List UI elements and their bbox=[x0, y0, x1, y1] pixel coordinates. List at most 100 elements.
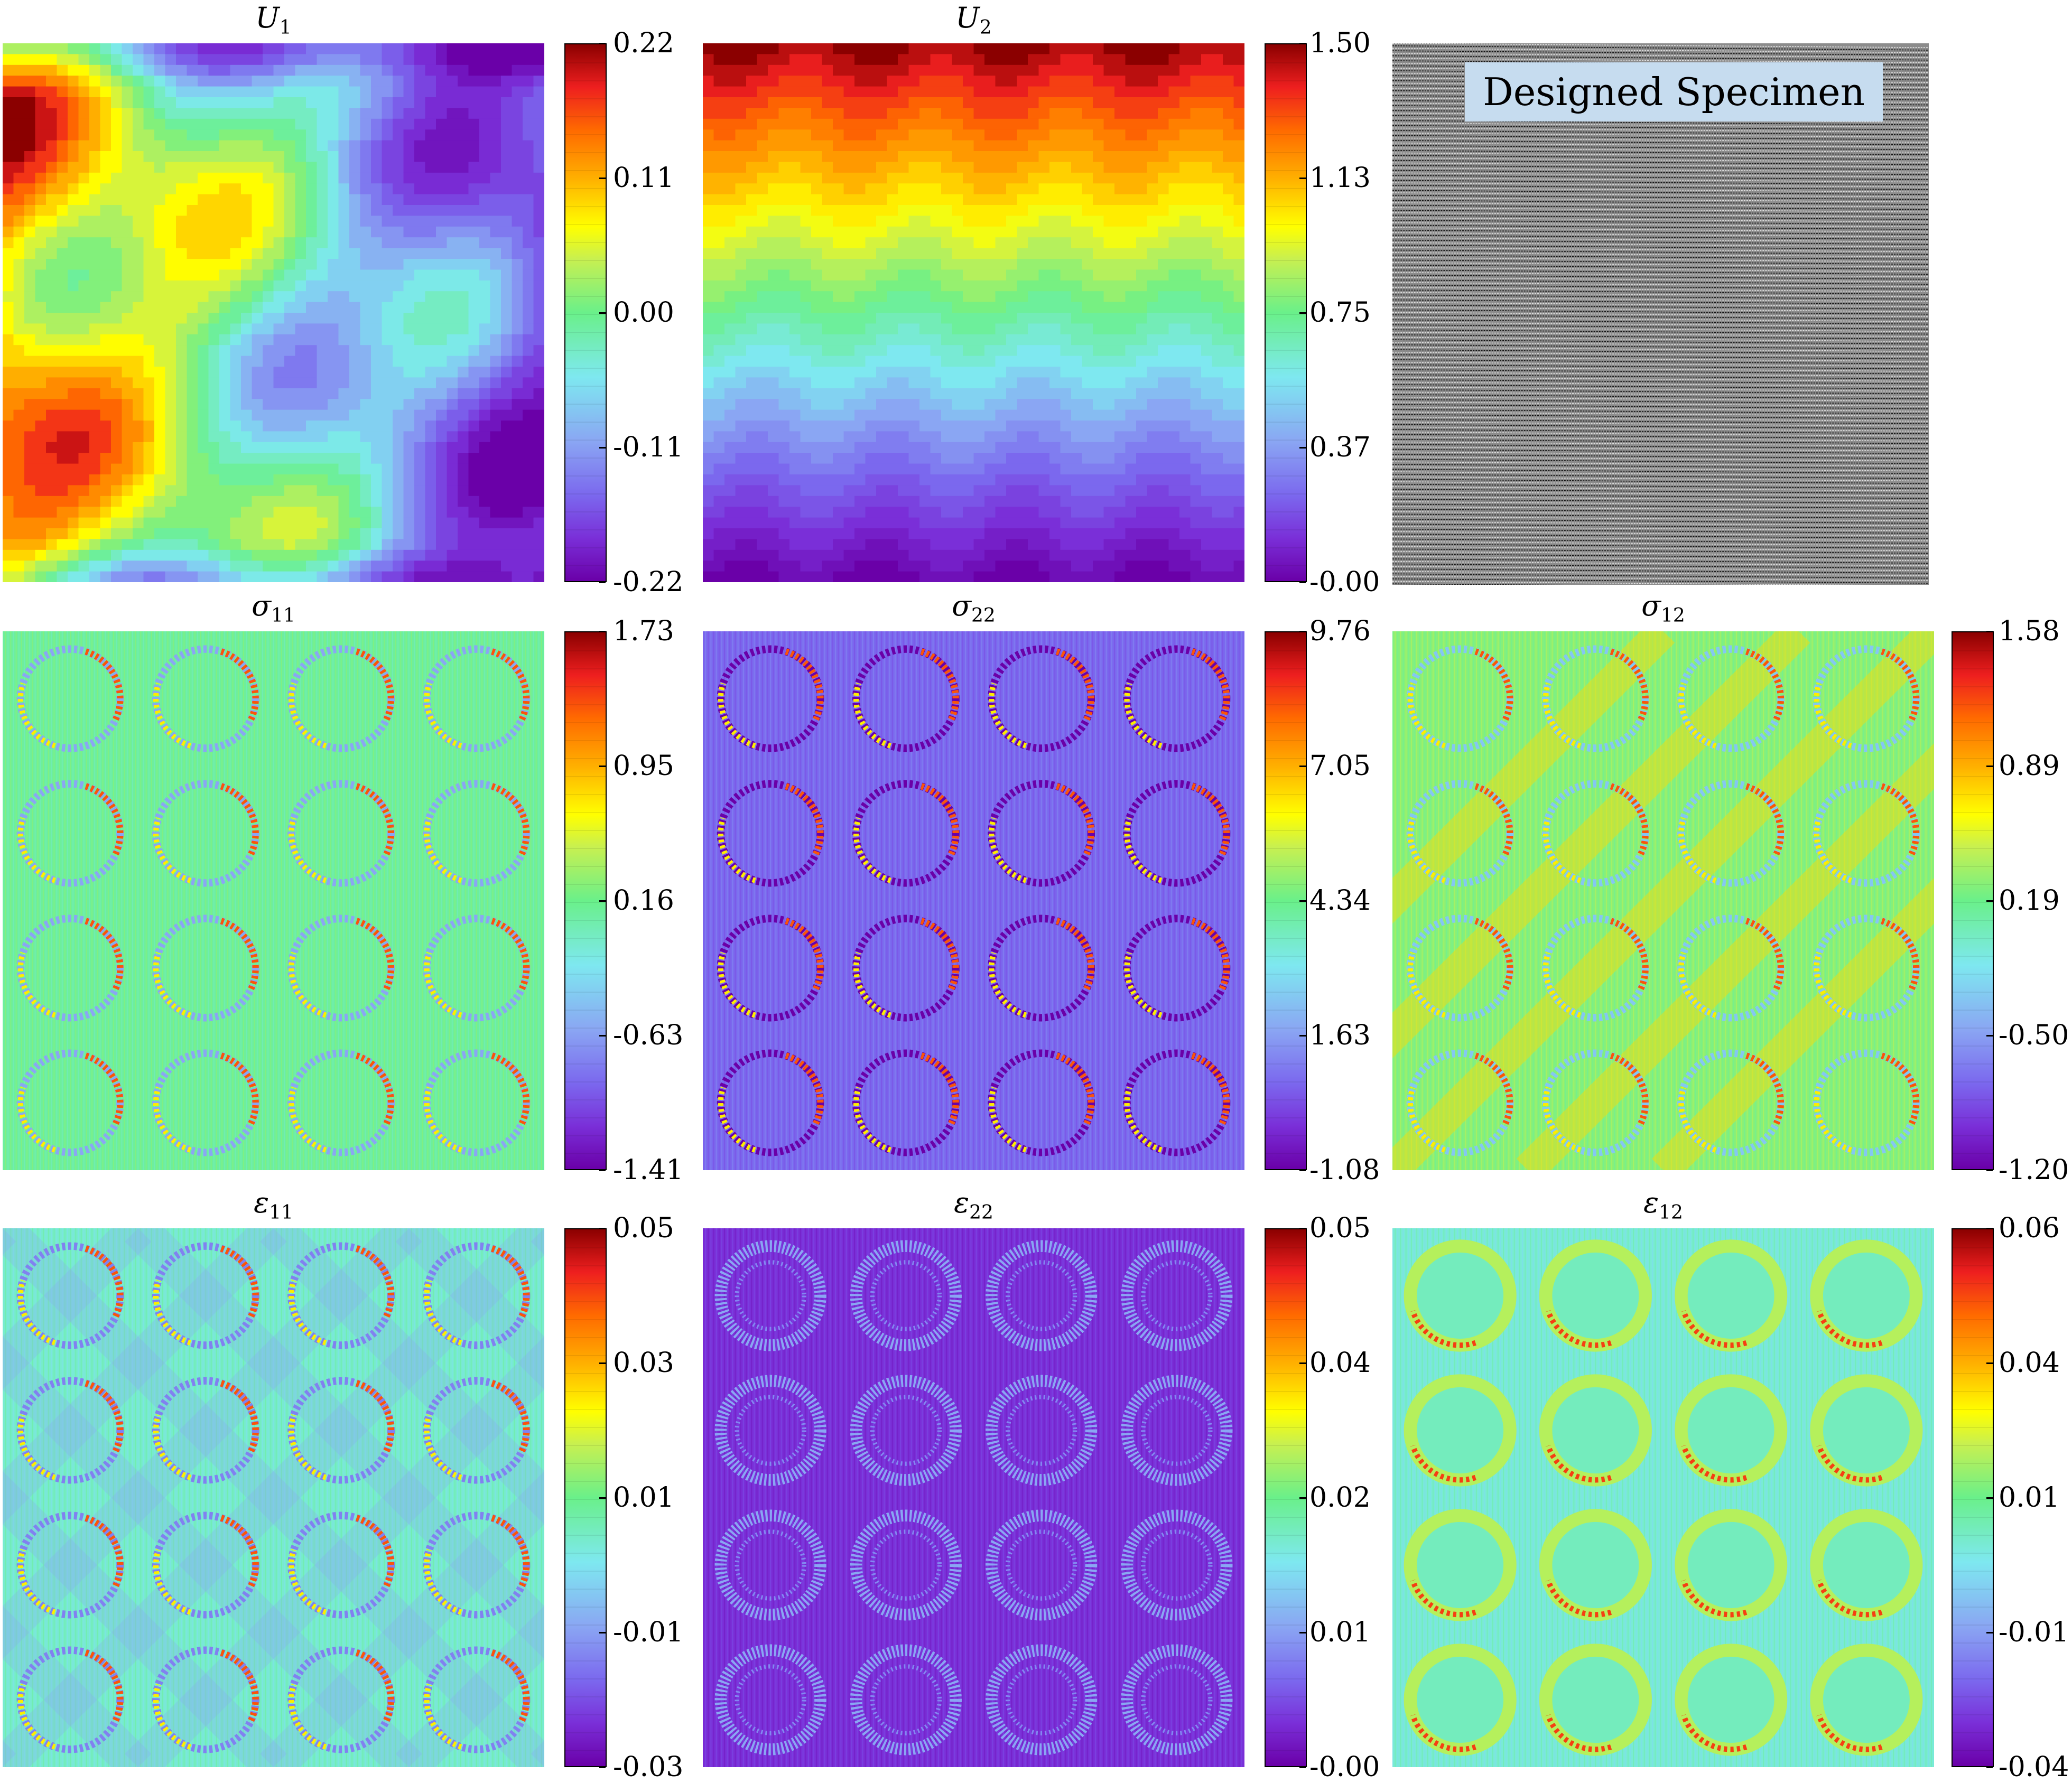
title-e11: ε11 bbox=[254, 1186, 293, 1224]
colorbar-tick-label-s22-3: 1.63 bbox=[1309, 1022, 1371, 1049]
colorbar-tick-U1-0 bbox=[599, 43, 606, 44]
field-plot-e22 bbox=[703, 1228, 1244, 1767]
field-plot-specimen bbox=[1392, 43, 1929, 585]
field-image-specimen bbox=[1392, 43, 1929, 585]
colorbar-tick-label-s11-2: 0.16 bbox=[613, 887, 674, 914]
colorbar-tick-s11-0 bbox=[599, 631, 606, 632]
title-symbol-s11: σ bbox=[252, 589, 271, 622]
field-image-U1 bbox=[3, 43, 544, 582]
title-symbol-s22: σ bbox=[952, 589, 971, 622]
colorbar-tick-label-e12-0: 0.06 bbox=[1999, 1215, 2060, 1242]
colorbar-tick-label-s11-3: -0.63 bbox=[613, 1022, 683, 1049]
colorbar-tick-label-e12-3: -0.01 bbox=[1999, 1619, 2069, 1646]
colorbar-tick-e22-3 bbox=[1299, 1632, 1306, 1633]
field-plot-s11 bbox=[3, 631, 544, 1170]
field-image-s11 bbox=[3, 631, 544, 1170]
field-image-s22 bbox=[703, 631, 1244, 1170]
colorbar-tick-e11-3 bbox=[599, 1632, 606, 1633]
colorbar-tick-U1-4 bbox=[599, 582, 606, 583]
colorbar-tick-label-s22-4: -1.08 bbox=[1309, 1156, 1380, 1184]
colorbar-tick-label-s12-4: -1.20 bbox=[1999, 1156, 2069, 1184]
colorbar-tick-s12-3 bbox=[1986, 1035, 1993, 1037]
colorbar-tick-label-U1-1: 0.11 bbox=[613, 164, 674, 192]
colorbar-tick-label-U1-2: 0.00 bbox=[613, 299, 674, 326]
colorbar-tick-U2-2 bbox=[1299, 312, 1306, 314]
colorbar-tick-label-s22-2: 4.34 bbox=[1309, 887, 1371, 914]
colorbar-tick-label-U1-4: -0.22 bbox=[613, 568, 683, 596]
field-image-e22 bbox=[703, 1228, 1244, 1767]
field-plot-U1 bbox=[3, 43, 544, 582]
title-s11: σ11 bbox=[252, 589, 295, 627]
title-subscript-e11: 11 bbox=[269, 1202, 293, 1224]
colorbar-tick-U1-3 bbox=[599, 447, 606, 449]
specimen-label: Designed Specimen bbox=[1465, 62, 1883, 122]
colorbar-tick-s11-3 bbox=[599, 1035, 606, 1037]
title-subscript-e22: 22 bbox=[969, 1202, 993, 1224]
colorbar-tick-e12-0 bbox=[1986, 1228, 1993, 1229]
colorbar-tick-label-s12-2: 0.19 bbox=[1999, 887, 2060, 914]
colorbar-tick-U2-4 bbox=[1299, 582, 1306, 583]
title-U2: U2 bbox=[955, 1, 991, 39]
colorbar-tick-label-s11-0: 1.73 bbox=[613, 618, 674, 645]
colorbar-tick-U1-2 bbox=[599, 312, 606, 314]
colorbar-tick-e12-4 bbox=[1986, 1767, 1993, 1768]
field-image-e12 bbox=[1392, 1228, 1934, 1767]
colorbar-tick-e11-1 bbox=[599, 1362, 606, 1364]
colorbar-tick-label-e11-1: 0.03 bbox=[613, 1349, 674, 1377]
colorbar-tick-label-U2-3: 0.37 bbox=[1309, 434, 1371, 461]
colorbar-tick-label-U2-4: -0.00 bbox=[1309, 568, 1380, 596]
colorbar-tick-e22-2 bbox=[1299, 1497, 1306, 1499]
title-subscript-U1: 1 bbox=[280, 17, 292, 39]
colorbar-tick-s12-2 bbox=[1986, 900, 1993, 902]
colorbar-tick-label-e12-2: 0.01 bbox=[1999, 1484, 2060, 1511]
field-plot-e12 bbox=[1392, 1228, 1934, 1767]
title-symbol-e12: ε bbox=[1643, 1186, 1659, 1219]
colorbar-tick-label-e12-4: -0.04 bbox=[1999, 1753, 2069, 1781]
colorbar-tick-label-U1-0: 0.22 bbox=[613, 30, 674, 57]
colorbar-tick-s12-1 bbox=[1986, 766, 1993, 767]
title-symbol-e11: ε bbox=[254, 1186, 269, 1219]
colorbar-tick-label-s11-1: 0.95 bbox=[613, 752, 674, 780]
title-e12: ε12 bbox=[1643, 1186, 1683, 1224]
field-plot-s22 bbox=[703, 631, 1244, 1170]
field-image-U2 bbox=[703, 43, 1244, 582]
colorbar-tick-label-U2-0: 1.50 bbox=[1309, 30, 1371, 57]
colorbar-tick-label-e22-4: -0.00 bbox=[1309, 1753, 1380, 1781]
title-s12: σ12 bbox=[1641, 589, 1685, 627]
colorbar-tick-e12-1 bbox=[1986, 1362, 1993, 1364]
colorbar-tick-label-s12-0: 1.58 bbox=[1999, 618, 2060, 645]
colorbar-tick-e11-2 bbox=[599, 1497, 606, 1499]
colorbar-tick-U2-0 bbox=[1299, 43, 1306, 44]
field-image-e11 bbox=[3, 1228, 544, 1767]
title-subscript-s11: 11 bbox=[271, 605, 295, 627]
colorbar-tick-label-U2-1: 1.13 bbox=[1309, 164, 1371, 192]
colorbar-tick-e12-2 bbox=[1986, 1497, 1993, 1499]
colorbar-tick-s11-1 bbox=[599, 766, 606, 767]
title-s22: σ22 bbox=[952, 589, 996, 627]
title-subscript-U2: 2 bbox=[980, 17, 992, 39]
field-plot-s12 bbox=[1392, 631, 1934, 1170]
colorbar-tick-e11-0 bbox=[599, 1228, 606, 1229]
colorbar-tick-label-e11-0: 0.05 bbox=[613, 1215, 674, 1242]
colorbar-tick-label-s11-4: -1.41 bbox=[613, 1156, 683, 1184]
colorbar-tick-e22-4 bbox=[1299, 1767, 1306, 1768]
colorbar-tick-label-U1-3: -0.11 bbox=[613, 434, 683, 461]
colorbar-tick-label-e12-1: 0.04 bbox=[1999, 1349, 2060, 1377]
colorbar-tick-label-e11-3: -0.01 bbox=[613, 1619, 683, 1646]
title-symbol-U1: U bbox=[255, 1, 280, 34]
colorbar-tick-label-e11-4: -0.03 bbox=[613, 1753, 683, 1781]
colorbar-tick-label-s22-0: 9.76 bbox=[1309, 618, 1371, 645]
title-e22: ε22 bbox=[954, 1186, 993, 1224]
colorbar-tick-label-s12-3: -0.50 bbox=[1999, 1022, 2069, 1049]
title-symbol-e22: ε bbox=[954, 1186, 969, 1219]
colorbar-tick-s22-4 bbox=[1299, 1170, 1306, 1171]
colorbar-tick-s12-0 bbox=[1986, 631, 1993, 632]
colorbar-tick-s12-4 bbox=[1986, 1170, 1993, 1171]
colorbar-tick-label-e22-1: 0.04 bbox=[1309, 1349, 1371, 1377]
title-symbol-U2: U bbox=[955, 1, 980, 34]
colorbar-tick-label-e22-2: 0.02 bbox=[1309, 1484, 1371, 1511]
colorbar-tick-label-U2-2: 0.75 bbox=[1309, 299, 1371, 326]
field-image-s12 bbox=[1392, 631, 1934, 1170]
colorbar-tick-label-s12-1: 0.89 bbox=[1999, 752, 2060, 780]
colorbar-tick-e12-3 bbox=[1986, 1632, 1993, 1633]
